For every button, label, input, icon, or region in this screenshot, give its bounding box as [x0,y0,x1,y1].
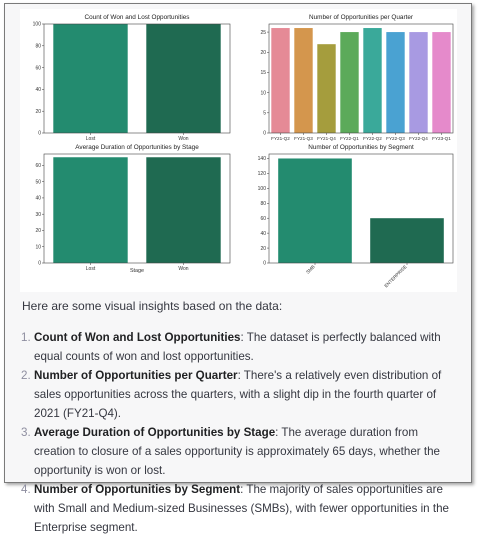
insight-title: Count of Won and Lost Opportunities [34,331,241,344]
chart-title: Number of Opportunities per Quarter [309,14,414,21]
insight-text: : The dataset is perfectly balanced with… [34,331,441,363]
insight-item: 3. Average Duration of Opportunities by S… [21,423,462,480]
bar [53,24,128,133]
x-tick-label: FY21-Q3 [294,136,313,141]
insight-title: Average Duration of Opportunities by Sta… [34,426,276,439]
bar [146,157,221,263]
x-tick-label: FY21-Q2 [271,136,290,141]
insight-text: : There's a relatively even distribution… [34,369,442,420]
bar [317,44,336,134]
y-tick-label: 0 [263,261,266,267]
x-axis-label: Stage [130,268,144,274]
plot-frame [43,153,231,264]
bar [278,158,352,263]
bar [363,28,382,134]
x-tick-label: FY22-Q3 [386,136,405,141]
insight-text: : The average duration from creation to … [34,426,441,477]
y-tick-label: 20 [35,228,41,234]
insight-title: Number of Opportunities per Quarter [34,369,238,382]
plot-frame [268,23,454,134]
bar [386,32,405,133]
bar [370,218,444,263]
x-tick-label: Won [178,266,188,272]
chat-response-frame: Count of Won and Lost Opportunities Lost W… [4,3,472,534]
chart-title: Number of Opportunities by Segment [308,144,414,151]
insight-item: 2. Number of Opportunities per Quarter: T… [21,366,462,423]
insight-title: Number of Opportunities by Segment [34,483,241,496]
bar [146,24,221,133]
y-tick-label: 10 [35,244,41,250]
x-tick-label: Lost [86,266,96,272]
insight-list: 1. Count of Won and Lost Opportunities: T… [21,328,462,537]
chart-title: Average Duration of Opportunities by Sta… [75,144,199,151]
item-number: 3. [21,426,31,439]
y-tick-label: 60 [35,163,41,169]
x-tick-label: FY22-Q2 [363,136,382,141]
bar [409,32,428,133]
y-tick-label: 60 [35,65,41,71]
intro-text: Here are some visual insights based on t… [22,299,283,313]
item-number: 2. [21,369,31,382]
y-tick-label: 40 [260,231,266,237]
y-tick-label: 10 [260,90,266,96]
insight-item: 1. Count of Won and Lost Opportunities: T… [21,328,462,366]
plot-frame [268,153,454,264]
y-tick-label: 20 [260,246,266,252]
y-tick-label: 15 [260,70,266,76]
y-tick-label: 40 [35,87,41,93]
chart-title: Count of Won and Lost Opportunities [84,14,189,21]
bar [53,157,128,263]
bar [271,28,290,134]
x-tick-label: FY22-Q1 [340,136,359,141]
y-tick-label: 60 [260,216,266,222]
plot-frame [43,23,231,134]
charts-svg: Count of Won and Lost Opportunities Lost W… [33,14,454,288]
x-tick-label: Lost [86,136,96,142]
y-tick-label: 0 [38,261,41,267]
y-tick-label: 20 [260,50,266,56]
chart-figure: Count of Won and Lost Opportunities Lost W… [20,9,457,292]
y-tick-label: 140 [258,156,267,162]
item-number: 1. [21,331,31,344]
y-tick-label: 80 [260,201,266,207]
y-tick-label: 30 [35,212,41,218]
response-text: Here are some visual insights based on t… [21,298,462,537]
y-tick-label: 0 [263,131,266,137]
y-tick-label: 100 [33,22,42,28]
y-tick-label: 80 [35,44,41,50]
insight-item: 4. Number of Opportunities by Segment: Th… [21,480,462,537]
bar [294,28,313,134]
x-tick-label: FY22-Q4 [409,136,428,141]
y-tick-label: 120 [258,171,267,177]
bar [340,32,359,133]
item-number: 4. [21,483,31,496]
x-tick-label: SMB [305,264,316,275]
y-tick-label: 25 [260,30,266,36]
x-tick-label: Won [178,136,188,142]
bar [432,32,451,133]
x-tick-label: ENTERPRISE [383,264,407,288]
y-tick-label: 20 [35,109,41,115]
y-tick-label: 5 [263,111,266,117]
y-tick-label: 40 [35,196,41,202]
y-tick-label: 100 [258,186,267,192]
y-tick-label: 50 [35,179,41,185]
x-tick-label: FY21-Q4 [317,136,336,141]
y-tick-label: 0 [38,131,41,137]
x-tick-label: FY23-Q1 [432,136,451,141]
